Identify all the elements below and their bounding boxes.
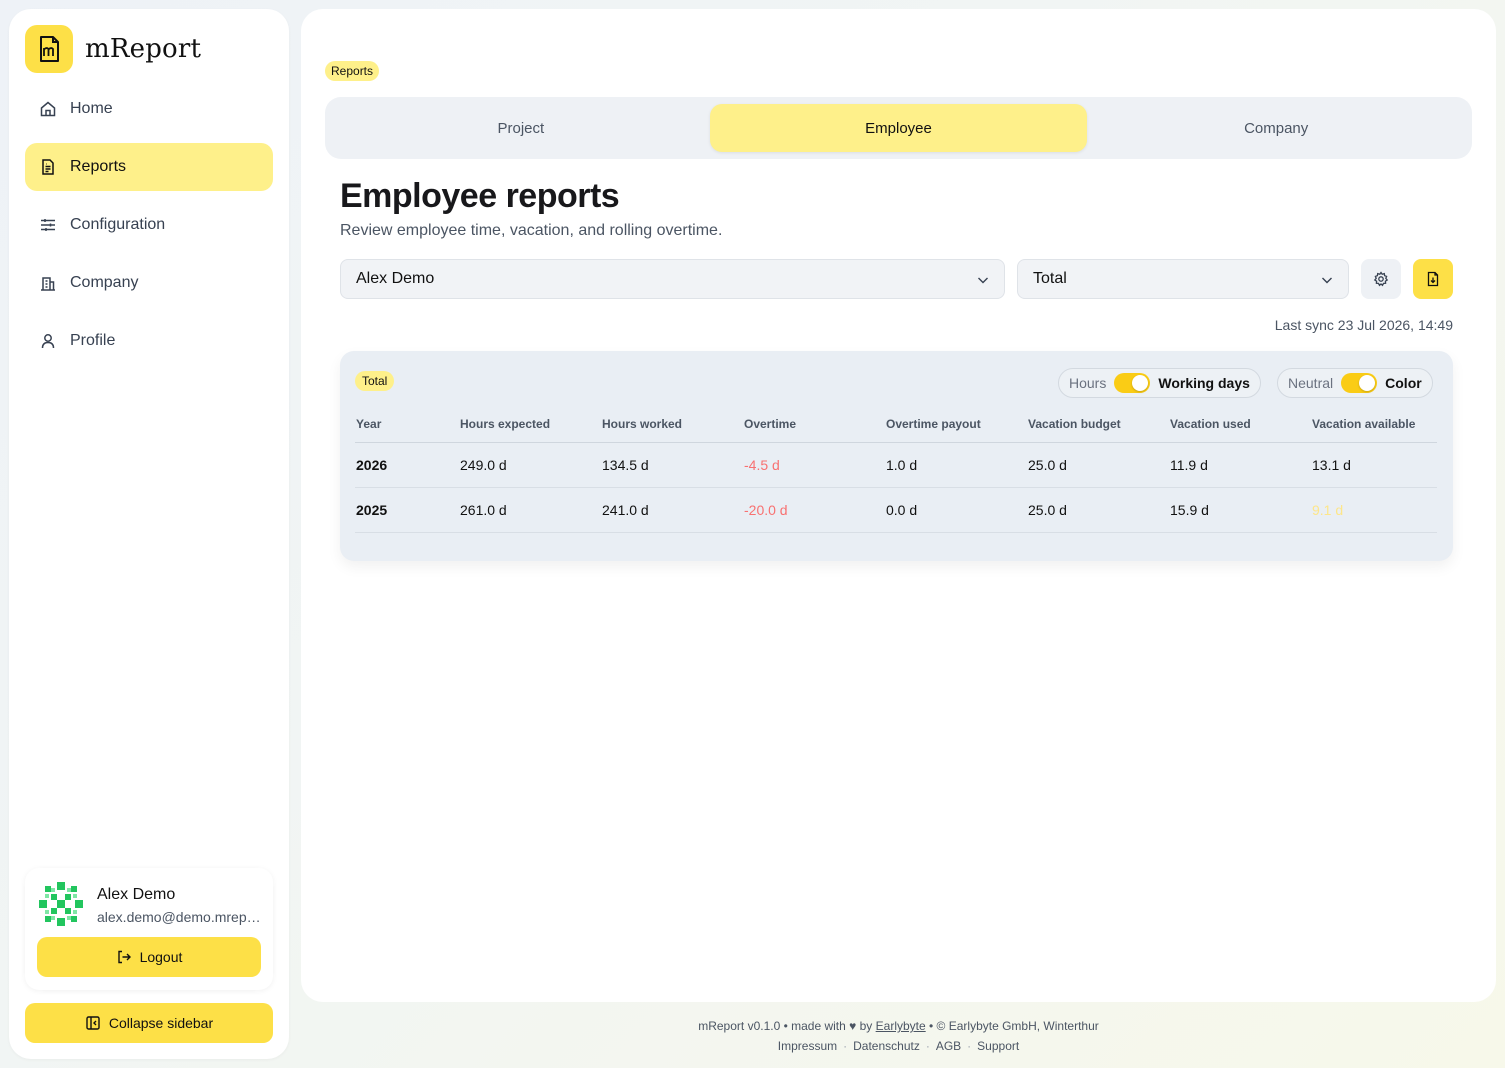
switch-knob: [1359, 375, 1376, 391]
earlybyte-link[interactable]: Earlybyte: [875, 1019, 926, 1033]
report-table: Year Hours expected Hours worked Overtim…: [355, 406, 1437, 533]
sidebar-item-configuration[interactable]: Configuration: [25, 201, 273, 249]
unit-toggle-on-label: Working days: [1158, 375, 1250, 391]
table-row: 2026 249.0 d 134.5 d -4.5 d 1.0 d 25.0 d…: [355, 442, 1437, 488]
period-select[interactable]: Total: [1017, 259, 1349, 299]
sidebar-item-label: Company: [70, 274, 139, 291]
column-header[interactable]: Hours worked: [601, 406, 743, 443]
sidebar-item-label: Reports: [70, 158, 127, 175]
logout-button[interactable]: Logout: [37, 937, 261, 977]
footer-prefix: mReport v0.1.0 • made with ♥ by: [698, 1019, 873, 1033]
column-header[interactable]: Vacation available: [1311, 406, 1437, 443]
datenschutz-link[interactable]: Datenschutz: [853, 1039, 920, 1053]
file-download-icon: [1427, 271, 1439, 287]
cell-overtime-payout: 0.0 d: [885, 487, 1027, 533]
sidebar-item-label: Profile: [70, 332, 116, 349]
report-tabs: Project Employee Company: [325, 97, 1472, 159]
mreport-logo-icon: [25, 25, 73, 73]
employee-select[interactable]: Alex Demo: [340, 259, 1005, 299]
logout-label: Logout: [139, 949, 183, 965]
brand-name: mReport: [85, 34, 202, 64]
cell-overtime: -4.5 d: [743, 442, 885, 488]
user-email: alex.demo@demo.mreport.ch: [97, 909, 265, 925]
last-sync: Last sync 23 Jul 2026, 14:49: [1274, 317, 1453, 333]
column-header[interactable]: Hours expected: [459, 406, 601, 443]
report-card: Total Hours Working days Neutral Color Y…: [340, 351, 1453, 561]
cell-hours-expected: 249.0 d: [459, 442, 601, 488]
support-link[interactable]: Support: [977, 1039, 1020, 1053]
column-header[interactable]: Year: [355, 406, 459, 443]
page-subtitle: Review employee time, vacation, and roll…: [340, 222, 723, 239]
cell-vacation-used: 15.9 d: [1169, 487, 1311, 533]
sidebar-nav: Home Reports Configuration Company Profi…: [25, 85, 273, 375]
sidebar-item-reports[interactable]: Reports: [25, 143, 273, 191]
export-button[interactable]: [1413, 259, 1453, 299]
footer-credits: mReport v0.1.0 • made with ♥ by Earlybyt…: [301, 1016, 1496, 1036]
period-badge: Total: [355, 371, 395, 391]
impressum-link[interactable]: Impressum: [777, 1039, 838, 1053]
user-name: Alex Demo: [97, 886, 176, 903]
cell-hours-worked: 134.5 d: [601, 442, 743, 488]
sidebar-item-company[interactable]: Company: [25, 259, 273, 307]
footer-suffix: • © Earlybyte GmbH, Winterthur: [929, 1019, 1099, 1033]
sidebar-item-label: Configuration: [70, 216, 166, 233]
cell-hours-worked: 241.0 d: [601, 487, 743, 533]
main-panel: Reports Project Employee Company Employe…: [301, 9, 1496, 1002]
user-card: Alex Demo alex.demo@demo.mreport.ch Logo…: [25, 868, 273, 990]
home-icon: [40, 101, 56, 117]
chevron-down-icon: [1322, 277, 1332, 284]
sidebar-item-home[interactable]: Home: [25, 85, 273, 133]
settings-button[interactable]: [1361, 259, 1401, 299]
cell-year: 2026: [355, 442, 459, 488]
breadcrumb[interactable]: Reports: [325, 61, 380, 81]
report-icon: [42, 159, 54, 175]
cell-vacation-available: 9.1 d: [1311, 487, 1437, 533]
employee-select-value: Alex Demo: [356, 270, 435, 287]
column-header[interactable]: Overtime: [743, 406, 885, 443]
brand[interactable]: mReport: [25, 25, 201, 73]
period-select-value: Total: [1033, 270, 1067, 287]
footer-links: Impressum · Datenschutz · AGB · Support: [777, 1039, 1020, 1053]
column-header[interactable]: Overtime payout: [885, 406, 1027, 443]
building-icon: [41, 277, 55, 291]
user-icon: [41, 334, 55, 349]
tab-employee[interactable]: Employee: [709, 104, 1088, 152]
cell-overtime: -20.0 d: [743, 487, 885, 533]
color-switch[interactable]: [1341, 373, 1378, 393]
cell-year: 2025: [355, 487, 459, 533]
gear-icon: [1373, 271, 1389, 287]
chevron-down-icon: [978, 277, 988, 284]
cell-vacation-available: 13.1 d: [1311, 442, 1437, 488]
sidebar-item-profile[interactable]: Profile: [25, 317, 273, 365]
footer: mReport v0.1.0 • made with ♥ by Earlybyt…: [301, 1016, 1496, 1056]
color-toggle-on-label: Color: [1385, 375, 1422, 391]
unit-switch[interactable]: [1114, 373, 1151, 393]
column-header[interactable]: Vacation budget: [1027, 406, 1169, 443]
tab-project[interactable]: Project: [497, 119, 545, 137]
switch-knob: [1132, 375, 1149, 391]
unit-toggle-off-label: Hours: [1069, 375, 1107, 391]
column-header[interactable]: Vacation used: [1169, 406, 1311, 443]
sliders-icon: [41, 219, 55, 231]
table-header-row: Year Hours expected Hours worked Overtim…: [355, 406, 1437, 443]
color-toggle-off-label: Neutral: [1288, 375, 1334, 391]
unit-toggle: Hours Working days: [1058, 368, 1261, 398]
cell-overtime-payout: 1.0 d: [885, 442, 1027, 488]
sidebar-item-label: Home: [70, 100, 113, 117]
sidebar-collapse-icon: [86, 1016, 100, 1030]
color-toggle: Neutral Color: [1277, 368, 1433, 398]
collapse-sidebar-label: Collapse sidebar: [108, 1015, 214, 1031]
avatar: [39, 882, 83, 926]
cell-hours-expected: 261.0 d: [459, 487, 601, 533]
tab-company[interactable]: Company: [1244, 119, 1309, 137]
table-row: 2025 261.0 d 241.0 d -20.0 d 0.0 d 25.0 …: [355, 487, 1437, 533]
collapse-sidebar-button[interactable]: Collapse sidebar: [25, 1003, 273, 1043]
logout-icon: [117, 950, 131, 964]
cell-vacation-budget: 25.0 d: [1027, 487, 1169, 533]
page-title: Employee reports: [340, 177, 620, 215]
agb-link[interactable]: AGB: [935, 1039, 962, 1053]
cell-vacation-used: 11.9 d: [1169, 442, 1311, 488]
cell-vacation-budget: 25.0 d: [1027, 442, 1169, 488]
sidebar: mReport Home Reports Configuration Compa…: [9, 9, 289, 1059]
